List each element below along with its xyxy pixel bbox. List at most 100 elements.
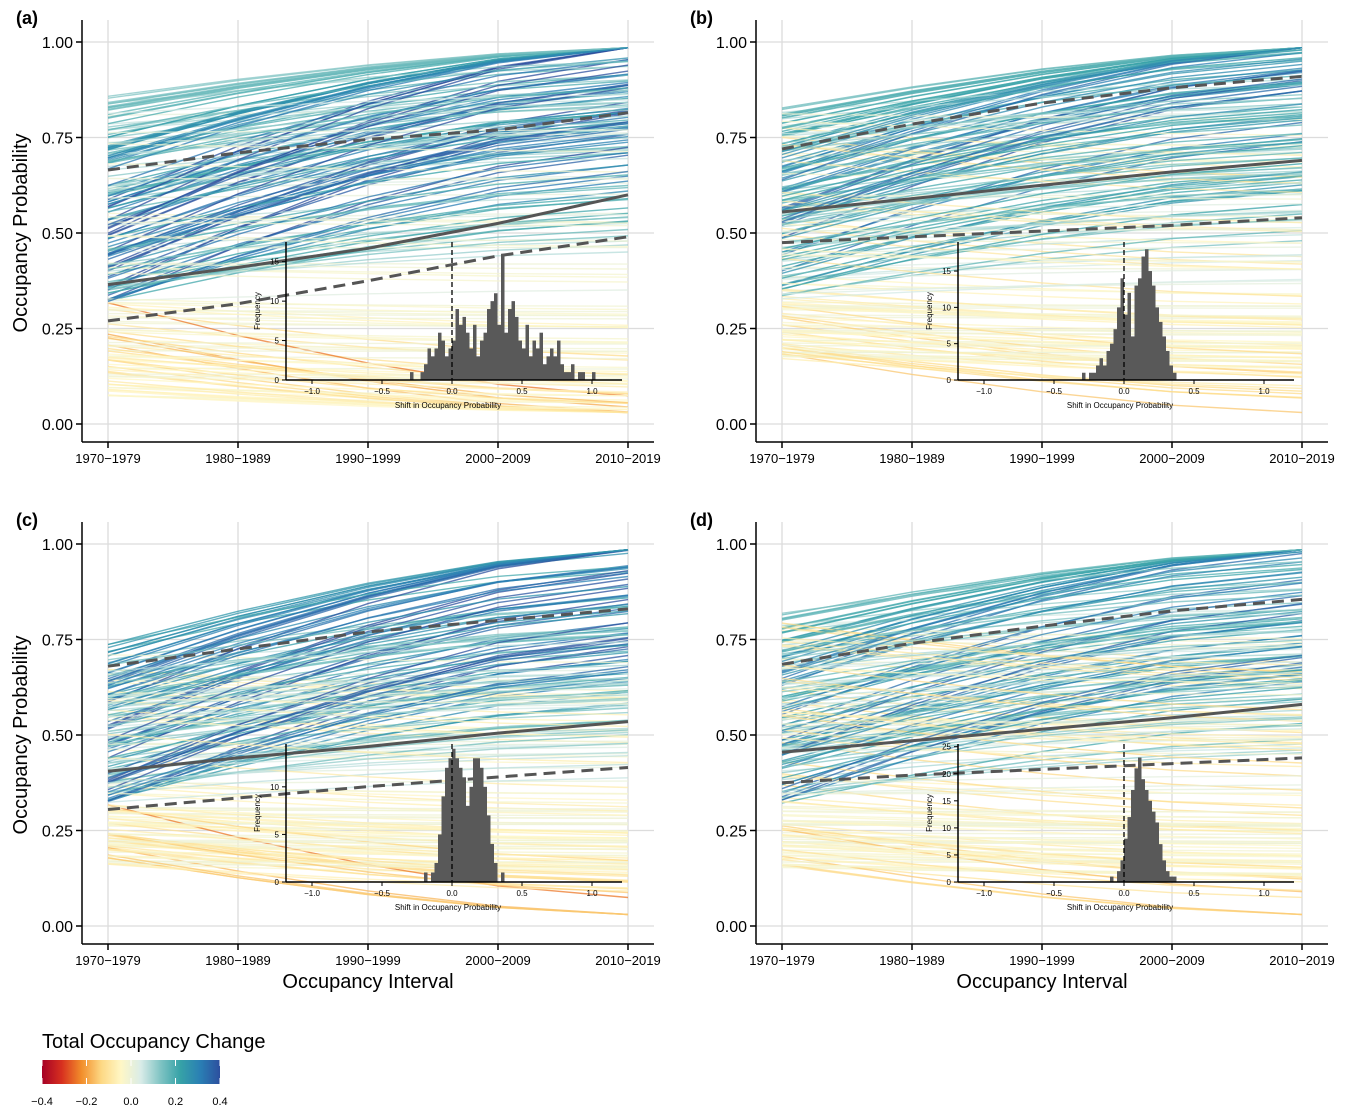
species-line [107, 816, 629, 819]
y-tick-label: 1.00 [42, 537, 73, 554]
inset-y-tick-label: 5 [275, 830, 280, 839]
histogram-bar [1159, 321, 1163, 380]
histogram-bar [543, 364, 547, 380]
histogram-bar [480, 340, 484, 380]
species-line [107, 785, 629, 795]
species-line [107, 699, 629, 728]
histogram-bar [431, 356, 435, 380]
species-line [107, 780, 629, 785]
y-tick-label: 0.00 [716, 919, 747, 936]
species-line [107, 855, 629, 870]
species-line [781, 681, 1303, 801]
species-line [107, 812, 629, 817]
legend-tick-label: 0.4 [212, 1096, 227, 1108]
histogram-bar [1169, 365, 1173, 380]
species-line [107, 587, 629, 741]
species-line [781, 193, 1303, 200]
species-line [107, 833, 629, 876]
species-line [107, 630, 629, 685]
inset-x-axis-title: Shift in Occupancy Probability [1067, 903, 1173, 912]
species-line [107, 742, 629, 789]
y-tick-label: 0.50 [716, 226, 747, 243]
species-line [107, 108, 629, 209]
species-line [107, 386, 629, 397]
inset-y-tick-label: 20 [942, 770, 951, 779]
histogram-bar [515, 316, 519, 380]
histogram-bar [434, 862, 438, 882]
panel-label: (b) [690, 8, 713, 28]
inset-x-tick-label: −1.0 [304, 387, 320, 396]
inset-x-tick-label: 0.0 [446, 889, 458, 898]
x-tick-label: 1990−1999 [335, 451, 400, 466]
histogram-bar [522, 348, 526, 380]
species-line [107, 641, 629, 672]
histogram-bar [445, 767, 449, 882]
x-tick-label: 2010−2019 [595, 953, 660, 968]
species-line [107, 60, 629, 131]
species-line [781, 669, 1303, 747]
species-line [107, 377, 629, 397]
histogram-bar [480, 767, 484, 882]
inset-x-tick-label: 1.0 [586, 387, 598, 396]
species-line [107, 235, 629, 248]
histogram-bar [1106, 350, 1110, 380]
histogram-bar [494, 293, 498, 380]
species-line [781, 350, 1303, 399]
inset-histogram: 0 5 10 15 −1.0 −0.5 0.0 0.5 1.0 Shift in Occupanc… [925, 242, 1294, 410]
species-line [781, 338, 1303, 369]
histogram-bar [1089, 372, 1093, 380]
species-line [781, 864, 1303, 875]
species-line [781, 103, 1303, 211]
y-tick-label: 0.75 [716, 131, 747, 148]
histogram-bar [1166, 350, 1170, 380]
histogram-bar [1152, 285, 1156, 380]
x-tick-label: 1980−1989 [879, 953, 944, 968]
histogram-bar [487, 309, 491, 380]
species-line [107, 87, 629, 163]
histogram-bar [410, 372, 414, 380]
species-line [107, 64, 629, 230]
species-line [781, 788, 1303, 795]
species-line [781, 124, 1303, 188]
y-tick-label: 1.00 [716, 35, 747, 52]
species-line [107, 262, 629, 270]
species-line [781, 669, 1303, 766]
histogram-bar [536, 348, 540, 380]
histogram-bar [476, 758, 480, 882]
inset-x-tick-label: 1.0 [1258, 889, 1270, 898]
species-line [107, 129, 629, 156]
mean-line [107, 720, 629, 773]
species-line [107, 262, 629, 265]
species-line [781, 594, 1303, 651]
species-line [781, 859, 1303, 899]
inset-y-tick-label: 5 [275, 337, 280, 346]
species-line [107, 376, 629, 386]
inset-x-tick-label: 0.0 [1118, 889, 1130, 898]
inset-x-axis-title: Shift in Occupancy Probability [1067, 401, 1173, 410]
species-line [107, 301, 629, 307]
species-line [781, 711, 1303, 732]
species-line [781, 257, 1303, 297]
y-tick-label: 0.25 [716, 322, 747, 339]
species-line [107, 833, 629, 894]
histogram-bar [1124, 838, 1128, 882]
species-line [107, 636, 629, 784]
species-line [781, 330, 1303, 348]
species-line [107, 777, 629, 803]
histogram-bar [490, 301, 494, 380]
species-line [107, 73, 629, 197]
species-line [107, 47, 629, 104]
histogram-bar [564, 372, 568, 380]
species-line [781, 97, 1303, 144]
histogram-bar [1159, 844, 1163, 882]
species-line [781, 620, 1303, 683]
species-line [781, 828, 1303, 847]
species-line [107, 94, 629, 115]
histogram-bar [571, 364, 575, 380]
species-line [107, 809, 629, 836]
inset-y-tick-label: 10 [942, 303, 951, 312]
species-line [107, 549, 629, 665]
species-line [781, 775, 1303, 784]
species-line [781, 646, 1303, 756]
